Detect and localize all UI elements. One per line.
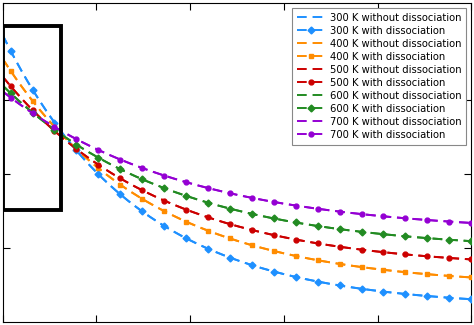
Legend: 300 K without dissociation, 300 K with dissociation, 400 K without dissociation,: 300 K without dissociation, 300 K with d… bbox=[292, 8, 466, 145]
Bar bbox=[3, 26, 61, 210]
